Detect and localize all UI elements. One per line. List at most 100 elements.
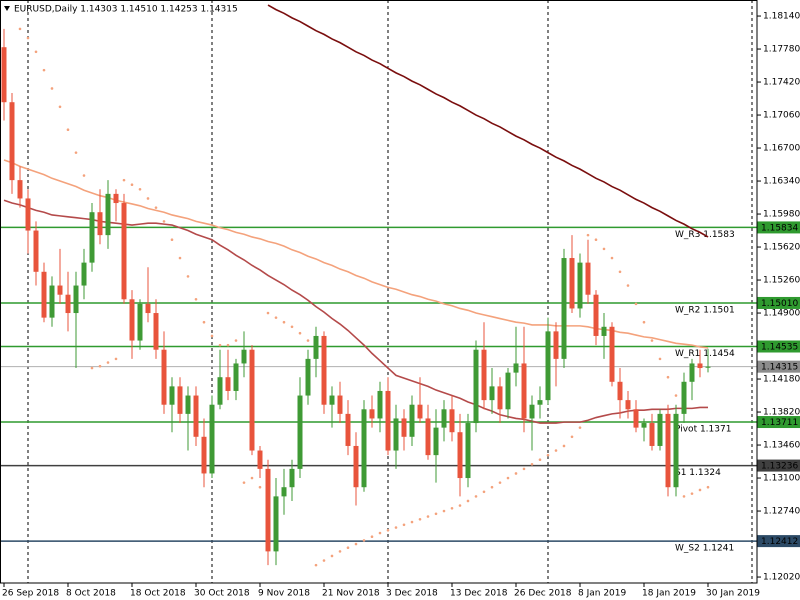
sar-dot [698,488,702,492]
sar-dot [562,444,566,448]
candle-body [193,395,199,437]
candle-body [681,381,687,414]
y-tick-label: 1.17420 [763,78,800,88]
candle-body [17,180,23,199]
sar-dot [50,87,54,90]
sar-dot [274,316,278,319]
candle-body [329,395,335,405]
sar-dot [330,554,334,558]
candle-body [121,203,127,300]
candle-body [601,326,607,336]
sar-dot [314,563,318,567]
sar-dot [546,453,550,457]
candle-body [425,418,431,456]
candle-body [313,335,319,359]
candle-body [345,413,351,446]
candle-body [481,349,487,401]
candle-body [513,363,519,373]
sar-dot [658,357,662,361]
pivot-level-name: Pivot 1.1371 [675,425,731,435]
candle-body [409,404,415,437]
x-tick-label: 30 Oct 2018 [194,589,250,599]
candle-body [457,432,463,479]
y-tick-label: 1.17780 [763,45,800,55]
sar-dot [34,50,38,54]
candle-body [697,363,703,369]
candle-body [33,230,39,272]
candle-body [65,294,71,314]
y-tick-label: 1.16340 [763,177,800,187]
sar-dot [370,535,374,539]
candle-body [265,468,271,552]
x-tick-label: 26 Sep 2018 [2,589,59,599]
sar-dot [458,504,462,507]
sar-dot [450,506,454,510]
candle-body [705,366,711,368]
sar-dot [362,539,366,542]
candle-body [553,331,559,359]
sar-dot [154,206,158,209]
candle-body [377,390,383,419]
sar-dot [514,472,518,475]
candle-body [89,212,95,263]
candle-body [617,381,623,401]
x-tick-label: 3 Dec 2018 [386,589,438,599]
menu-icon[interactable] [4,6,10,11]
y-tick-label: 1.12020 [763,573,800,583]
sar-dot [602,247,606,251]
sar-dot [298,331,302,335]
sar-dot [410,520,414,524]
sar-dot [570,435,574,439]
sar-dot [138,187,142,191]
price-label-box [757,296,800,309]
pivot-level-name: W_R1 1.1454 [675,349,735,359]
moving-average [267,4,709,238]
y-tick-label: 1.15980 [763,210,800,220]
sar-dot [162,220,166,223]
price-label: 1.15010 [761,299,798,309]
x-tick-label: 26 Dec 2018 [514,589,572,599]
candle-body [9,102,15,181]
sar-dot [106,361,110,364]
candle-body [49,285,55,318]
candle-body [57,285,63,295]
candle-body [465,423,471,479]
plot-border [0,0,758,584]
sar-dot [322,559,326,562]
sar-dot [538,458,542,462]
sar-dot [434,512,438,516]
candle-body [169,386,175,405]
candle-body [433,427,439,456]
candle-body [129,299,135,341]
sar-dot [226,343,230,347]
candle-body [241,349,247,364]
sar-dot [242,481,246,484]
sar-dot [122,178,126,182]
x-tick-label: 8 Oct 2018 [66,589,116,599]
x-tick-label: 13 Dec 2018 [450,589,508,599]
price-label-box [757,221,800,234]
pivot-level-name: S1 1.1324 [675,468,721,478]
sar-dot [266,311,270,315]
candle-body [25,198,31,231]
sar-dot [170,238,174,242]
candle-body [361,409,367,488]
candle-body [137,303,143,341]
price-label: 1.13711 [761,418,798,428]
sar-dot [594,238,598,242]
price-label-box [757,535,800,548]
y-tick-label: 1.12740 [763,507,800,517]
sar-dot [442,509,446,513]
candle-body [185,395,191,414]
candle-body [521,363,527,419]
candle-body [665,413,671,488]
candle-body [225,377,231,391]
y-tick-label: 1.13820 [763,408,800,418]
candle-body [113,193,119,204]
sar-dot [346,546,350,550]
price-label-box [757,416,800,429]
candle-body [209,404,215,474]
sar-dot [634,302,638,306]
sar-dot [618,270,622,274]
